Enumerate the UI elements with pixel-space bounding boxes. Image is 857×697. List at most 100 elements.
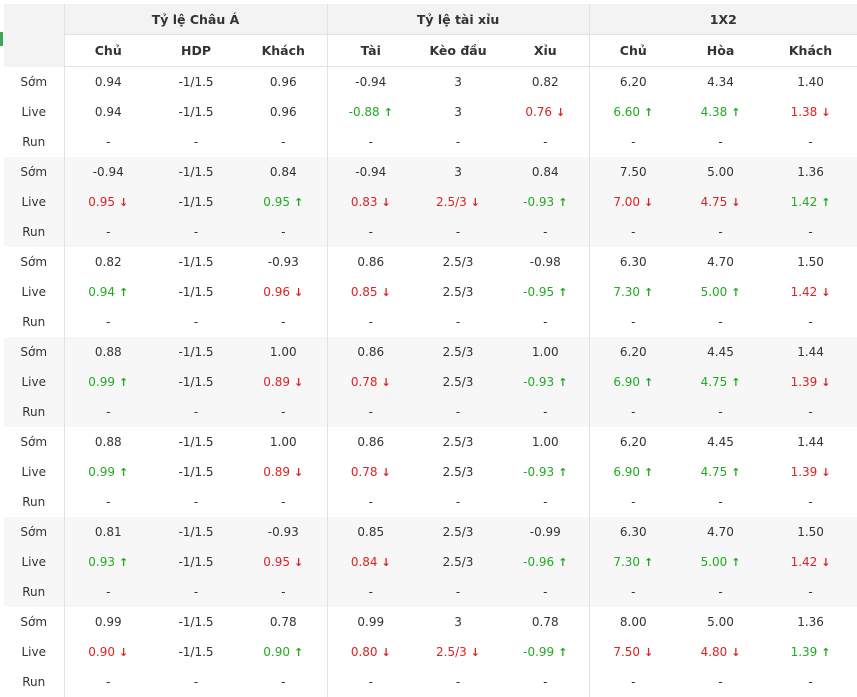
odds-value: 6.90 — [613, 465, 640, 479]
arrow-up-icon: ↑ — [558, 466, 567, 479]
col-header-1x2-home: Chủ — [589, 35, 677, 67]
run-cell: - — [327, 217, 414, 247]
odds-value: 0.78 — [351, 465, 378, 479]
odds-cell: 1.00 — [240, 337, 327, 367]
live-odds-cell: -0.99↑ — [502, 637, 589, 667]
arrow-up-icon: ↑ — [731, 286, 740, 299]
live-label: Live — [4, 457, 64, 487]
odds-cell: 0.78 — [502, 607, 589, 637]
live-label: Live — [4, 637, 64, 667]
run-label: Run — [4, 577, 64, 607]
live-odds-cell: 0.78↓ — [327, 367, 414, 397]
odds-cell: 1.50 — [764, 517, 857, 547]
odds-cell: -0.93 — [240, 247, 327, 277]
live-odds-cell: 0.94↑ — [64, 277, 152, 307]
run-cell: - — [64, 487, 152, 517]
run-cell: - — [327, 307, 414, 337]
odds-cell: 1.00 — [502, 427, 589, 457]
run-row: Run--------- — [4, 667, 857, 697]
live-odds-cell: -1/1.5 — [152, 457, 240, 487]
arrow-up-icon: ↑ — [731, 376, 740, 389]
run-label: Run — [4, 127, 64, 157]
run-cell: - — [64, 667, 152, 697]
live-odds-cell: 7.30↑ — [589, 277, 677, 307]
run-cell: - — [589, 667, 677, 697]
odds-cell: 1.00 — [240, 427, 327, 457]
arrow-up-icon: ↑ — [644, 556, 653, 569]
odds-value: 0.96 — [263, 285, 290, 299]
odds-cell: 4.45 — [677, 337, 764, 367]
arrow-down-icon: ↓ — [119, 196, 128, 209]
live-odds-cell: 6.90↑ — [589, 457, 677, 487]
live-odds-cell: 0.85↓ — [327, 277, 414, 307]
odds-value: 0.95 — [263, 195, 290, 209]
run-label: Run — [4, 487, 64, 517]
arrow-down-icon: ↓ — [821, 286, 830, 299]
early-label: Sớm — [4, 337, 64, 367]
run-cell: - — [240, 127, 327, 157]
odds-cell: 1.40 — [764, 67, 857, 98]
odds-value: 2.5/3 — [443, 555, 474, 569]
live-odds-cell: -0.95 ↑ — [502, 277, 589, 307]
run-cell: - — [327, 667, 414, 697]
odds-value: -0.95 — [523, 285, 554, 299]
odds-value: -1/1.5 — [178, 645, 213, 659]
live-odds-cell: -0.93↑ — [502, 457, 589, 487]
arrow-down-icon: ↓ — [382, 196, 391, 209]
odds-value: 0.93 — [88, 555, 115, 569]
arrow-down-icon: ↓ — [294, 556, 303, 569]
live-odds-cell: 7.30↑ — [589, 547, 677, 577]
odds-value: 2.5/3 — [436, 195, 467, 209]
run-cell: - — [414, 397, 502, 427]
odds-cell: 4.70 — [677, 247, 764, 277]
odds-cell: 0.86 — [327, 247, 414, 277]
odds-cell: -1/1.5 — [152, 427, 240, 457]
early-label: Sớm — [4, 157, 64, 187]
live-odds-cell: 4.75↑ — [677, 367, 764, 397]
live-odds-cell: 0.83↓ — [327, 187, 414, 217]
run-cell: - — [764, 217, 857, 247]
live-odds-cell: 1.42↑ — [764, 187, 857, 217]
odds-value: 0.99 — [88, 375, 115, 389]
arrow-up-icon: ↑ — [731, 556, 740, 569]
live-odds-cell: 2.5/3 — [414, 277, 502, 307]
run-row: Run--------- — [4, 127, 857, 157]
odds-cell: 6.20 — [589, 427, 677, 457]
group-header-asian: Tỷ lệ Châu Á — [64, 4, 327, 35]
odds-cell: 3 — [414, 157, 502, 187]
live-odds-cell: 0.89↓ — [240, 367, 327, 397]
odds-cell: -1/1.5 — [152, 517, 240, 547]
odds-value: -1/1.5 — [178, 285, 213, 299]
odds-value: -1/1.5 — [178, 105, 213, 119]
group-header-overunder: Tỷ lệ tài xỉu — [327, 4, 589, 35]
run-cell: - — [327, 577, 414, 607]
run-cell: - — [589, 487, 677, 517]
run-cell: - — [240, 667, 327, 697]
odds-cell: 1.50 — [764, 247, 857, 277]
odds-cell: 3 — [414, 607, 502, 637]
live-label: Live — [4, 277, 64, 307]
arrow-up-icon: ↑ — [644, 286, 653, 299]
arrow-up-icon: ↑ — [558, 286, 567, 299]
arrow-down-icon: ↓ — [294, 466, 303, 479]
odds-value: 0.90 — [88, 645, 115, 659]
run-cell: - — [152, 127, 240, 157]
odds-cell: 1.36 — [764, 607, 857, 637]
odds-cell: 0.82 — [64, 247, 152, 277]
odds-value: -1/1.5 — [178, 465, 213, 479]
col-header-draw: Hòa — [677, 35, 764, 67]
live-label: Live — [4, 187, 64, 217]
odds-value: 1.42 — [791, 285, 818, 299]
odds-value: 0.84 — [351, 555, 378, 569]
live-odds-cell: 0.95↓ — [64, 187, 152, 217]
run-cell: - — [589, 397, 677, 427]
odds-value: 2.5/3 — [443, 375, 474, 389]
